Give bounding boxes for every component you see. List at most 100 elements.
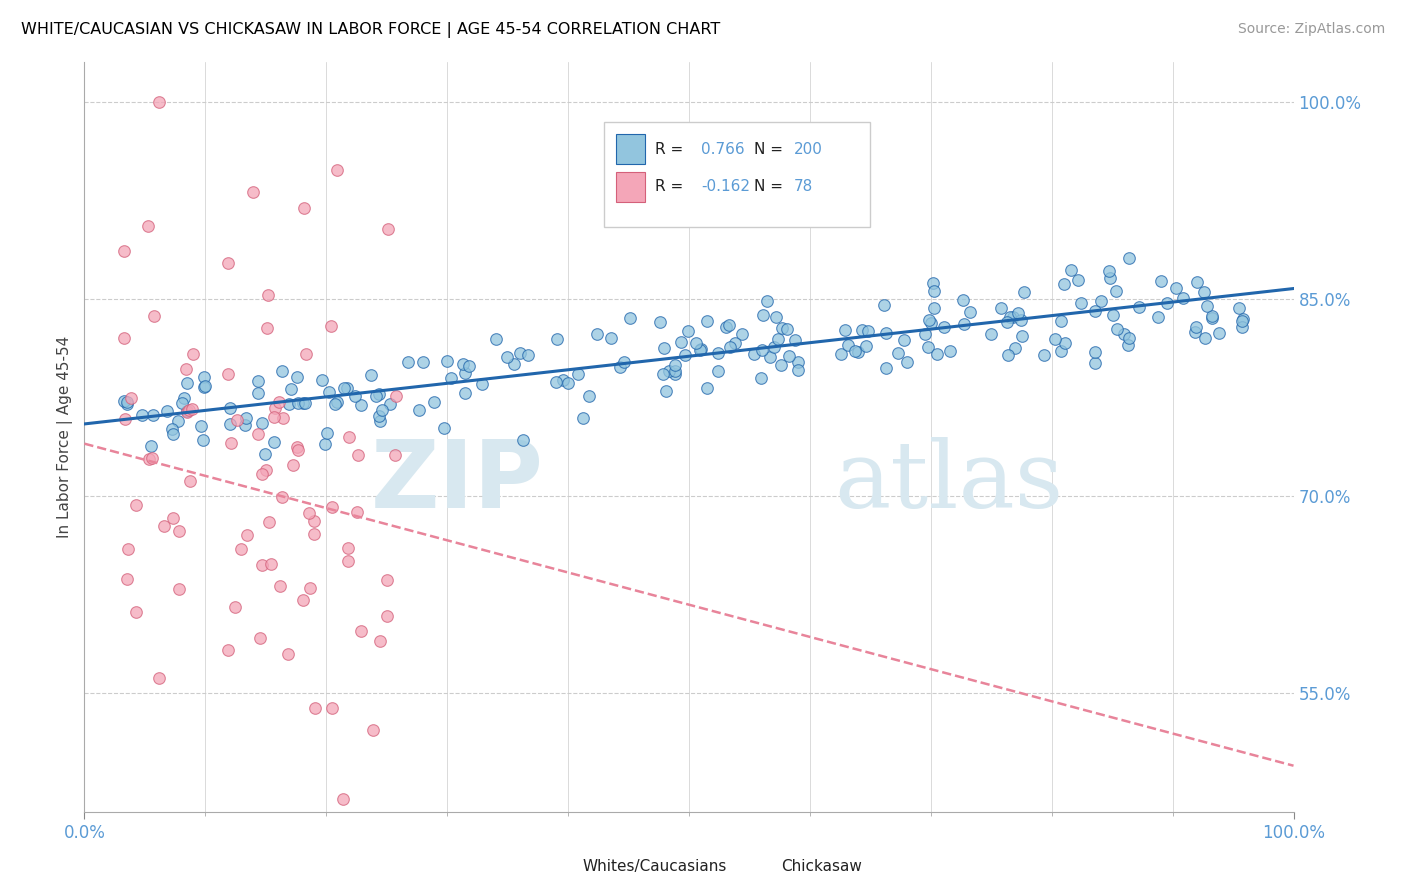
Point [758,350,780,364]
FancyBboxPatch shape [550,856,576,877]
Point [1201,309,1223,323]
Point [1146,310,1168,325]
Point [292,201,315,215]
Point [658,364,681,378]
Point [707,346,730,360]
Point [271,410,294,425]
Point [162,511,184,525]
Point [503,357,526,371]
Point [350,398,373,412]
Point [1052,277,1074,291]
Point [920,316,942,330]
Point [834,323,856,337]
Point [779,349,801,363]
Point [396,355,419,369]
Point [762,340,785,354]
Point [270,364,292,378]
Point [846,344,869,359]
Point [337,554,360,568]
Point [454,385,477,400]
Point [765,310,787,325]
Point [236,528,259,542]
Point [749,371,772,385]
Point [553,373,575,387]
Point [343,389,366,403]
Point [652,341,675,355]
Point [295,347,318,361]
Point [162,426,184,441]
Point [673,348,696,362]
Point [1184,319,1206,334]
Point [267,395,290,409]
Point [325,397,347,411]
Point [1208,326,1230,341]
Point [315,425,337,440]
Text: 0.766: 0.766 [702,142,745,157]
Point [844,343,866,358]
Point [1050,343,1073,358]
Point [360,368,382,383]
Point [1164,281,1187,295]
Point [298,506,321,520]
Point [115,397,138,411]
Point [114,244,136,258]
Point [285,440,308,454]
Point [770,321,793,335]
Point [696,314,718,328]
Point [1067,272,1090,286]
Point [181,347,204,361]
Point [1098,264,1121,278]
Point [247,386,270,401]
Point [664,367,686,381]
Point [1084,304,1107,318]
Point [875,326,897,340]
Point [1112,327,1135,342]
Point [1054,335,1077,350]
Point [247,427,270,442]
Point [112,394,135,409]
Point [775,322,797,336]
Point [932,320,955,334]
Point [546,332,568,346]
Text: R =: R = [655,179,688,194]
Point [193,370,215,384]
Point [953,317,976,331]
Point [578,389,600,403]
Point [855,338,877,352]
Point [377,222,399,236]
Point [318,384,340,399]
Point [257,515,280,529]
Point [217,367,239,381]
Point [925,347,948,361]
Point [226,413,249,427]
FancyBboxPatch shape [616,135,645,164]
Point [160,422,183,436]
Point [285,370,308,384]
Point [1084,356,1107,370]
Point [648,315,671,329]
Point [368,414,391,428]
Point [350,624,373,639]
Point [371,403,394,417]
Point [436,353,458,368]
Point [1099,271,1122,285]
Point [1187,275,1209,289]
Point [235,410,257,425]
Point [685,335,707,350]
Point [783,333,806,347]
Point [115,572,138,586]
Point [717,318,740,333]
Point [263,409,285,424]
Point [851,323,873,337]
Point [326,163,349,178]
Point [380,397,402,411]
Point [281,458,304,472]
Point [263,435,285,450]
Point [143,309,166,323]
Point [1232,312,1254,326]
Point [174,361,197,376]
Point [756,294,779,309]
Point [302,514,325,528]
Point [718,340,741,354]
Point [742,347,765,361]
